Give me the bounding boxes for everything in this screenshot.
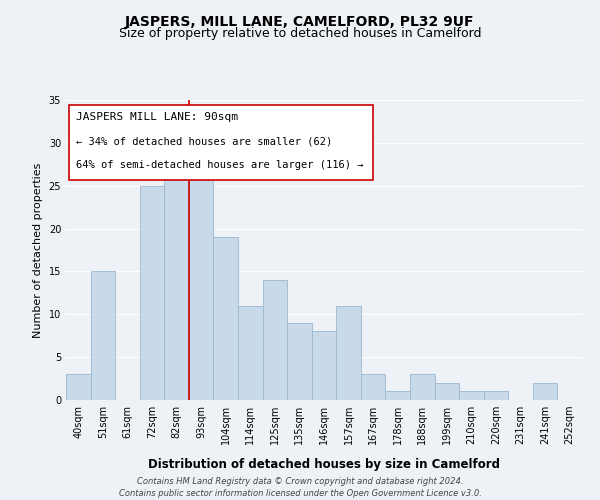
Text: 64% of semi-detached houses are larger (116) →: 64% of semi-detached houses are larger (… — [76, 160, 364, 170]
Bar — [287, 323, 312, 400]
Bar — [459, 392, 484, 400]
Bar — [336, 306, 361, 400]
Bar — [164, 168, 189, 400]
Text: Size of property relative to detached houses in Camelford: Size of property relative to detached ho… — [119, 28, 481, 40]
Bar — [140, 186, 164, 400]
FancyBboxPatch shape — [68, 104, 373, 180]
Text: Contains HM Land Registry data © Crown copyright and database right 2024.
Contai: Contains HM Land Registry data © Crown c… — [119, 476, 481, 498]
Bar — [238, 306, 263, 400]
Bar — [66, 374, 91, 400]
Text: JASPERS, MILL LANE, CAMELFORD, PL32 9UF: JASPERS, MILL LANE, CAMELFORD, PL32 9UF — [125, 15, 475, 29]
Bar — [410, 374, 434, 400]
Bar — [263, 280, 287, 400]
Bar — [214, 237, 238, 400]
Bar — [91, 272, 115, 400]
Bar — [312, 332, 336, 400]
Bar — [385, 392, 410, 400]
Bar — [189, 177, 214, 400]
X-axis label: Distribution of detached houses by size in Camelford: Distribution of detached houses by size … — [148, 458, 500, 471]
Y-axis label: Number of detached properties: Number of detached properties — [33, 162, 43, 338]
Bar — [533, 383, 557, 400]
Bar — [361, 374, 385, 400]
Bar — [434, 383, 459, 400]
Bar — [484, 392, 508, 400]
Text: ← 34% of detached houses are smaller (62): ← 34% of detached houses are smaller (62… — [76, 136, 332, 146]
Text: JASPERS MILL LANE: 90sqm: JASPERS MILL LANE: 90sqm — [76, 112, 238, 122]
